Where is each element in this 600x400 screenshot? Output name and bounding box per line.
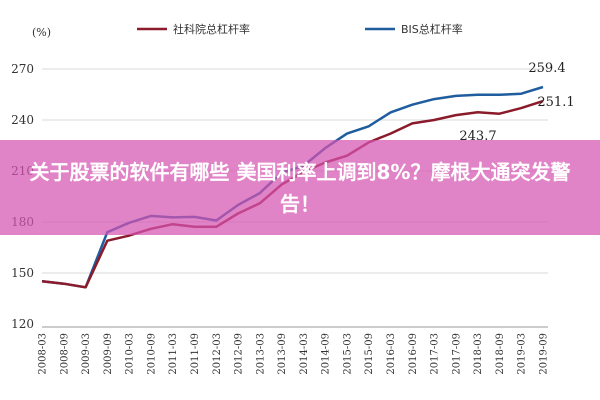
legend: 社科院总杠杆率 BIS总杠杆率 <box>137 22 463 36</box>
x-tick-label: 2016-03 <box>386 333 397 375</box>
x-tick-label: 2014-03 <box>299 333 310 375</box>
x-tick-label: 2016-09 <box>408 333 419 375</box>
x-tick-label: 2018-09 <box>495 333 506 375</box>
x-tick-label: 2012-03 <box>212 333 223 375</box>
x-tick-label: 2019-03 <box>517 333 528 375</box>
x-tick-label: 2017-03 <box>430 333 441 375</box>
x-axis-ticks: 2008-03 2008-09 2009-03 2009-09 2010-03 2010-… <box>38 333 550 375</box>
y-tick-label: 120 <box>11 317 34 331</box>
x-tick-label: 2008-03 <box>38 333 49 375</box>
headline-banner[interactable]: 关于股票的软件有哪些 美国利率上调到8%？摩根大通突发警告！ <box>0 140 600 235</box>
y-tick-label: 150 <box>11 266 34 280</box>
x-tick-label: 2010-03 <box>125 333 136 375</box>
x-tick-label: 2018-03 <box>473 333 484 375</box>
legend-label: BIS总杠杆率 <box>401 22 463 36</box>
x-tick-label: 2011-09 <box>190 333 201 375</box>
x-tick-label: 2014-09 <box>321 333 332 375</box>
annotation-label: 259.4 <box>528 61 565 76</box>
legend-label: 社科院总杠杆率 <box>173 22 250 36</box>
y-axis-unit: (%) <box>32 26 51 39</box>
y-tick-label: 270 <box>11 62 34 76</box>
y-tick-label: 240 <box>11 113 34 127</box>
x-tick-label: 2009-03 <box>81 333 92 375</box>
x-tick-label: 2013-09 <box>277 333 288 375</box>
x-tick-label: 2012-09 <box>234 333 245 375</box>
x-tick-label: 2013-03 <box>255 333 266 375</box>
x-tick-label: 2019-09 <box>539 333 550 375</box>
x-tick-label: 2015-03 <box>342 333 353 375</box>
annotation-label: 251.1 <box>537 95 574 110</box>
x-tick-label: 2011-03 <box>168 333 179 375</box>
x-tick-label: 2015-09 <box>364 333 375 375</box>
x-tick-label: 2017-09 <box>451 333 462 375</box>
x-tick-label: 2009-09 <box>103 333 114 375</box>
x-tick-label: 2008-09 <box>59 333 70 375</box>
x-tick-label: 2010-09 <box>146 333 157 375</box>
headline-text: 关于股票的软件有哪些 美国利率上调到8%？摩根大通突发警告！ <box>29 159 571 216</box>
